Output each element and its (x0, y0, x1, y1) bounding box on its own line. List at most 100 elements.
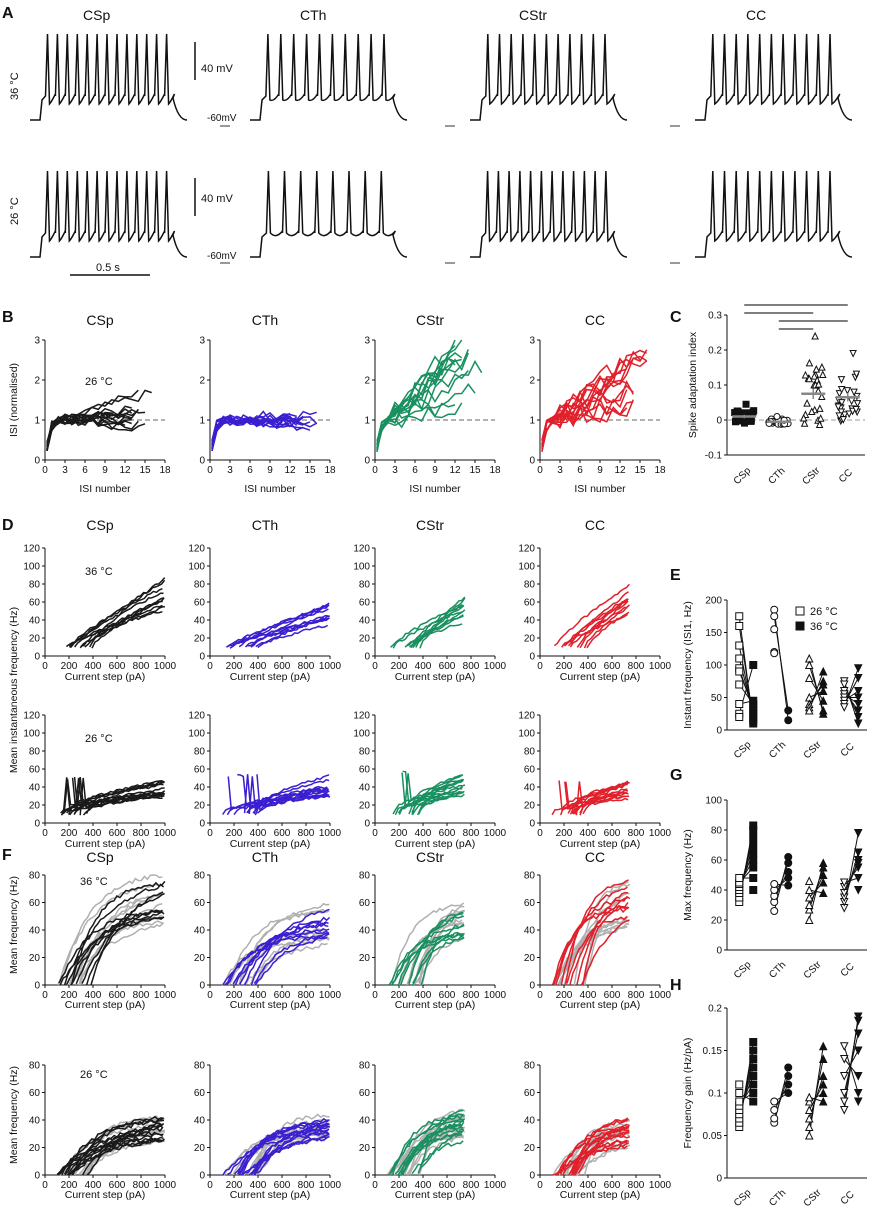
g-plot-xtick-label: CStr (802, 959, 824, 981)
curve-csp (61, 1115, 165, 1176)
f-36-cth-xtick-label: 400 (250, 990, 267, 1001)
curve-cc (582, 789, 629, 815)
curve-cth (225, 608, 329, 648)
f-36-cc-xtick-label: 600 (604, 990, 621, 1001)
h-plot-point-36 (853, 1029, 863, 1039)
e-plot: 0 50 100 150 200 Instant frequency (ISI1, Hz)… (682, 596, 867, 761)
b-csp-xtick-label: 12 (119, 465, 131, 476)
h-plot-xtick-label: CTh (767, 1188, 788, 1209)
f-26-cstr-xtick-label: 600 (439, 1180, 456, 1191)
d-36-cc: 0 20 40 60 80 100 120 0 200 400 600 800 1000 CC Curren… (518, 517, 671, 683)
b-series-line (46, 389, 139, 450)
c-point (834, 403, 843, 412)
curve-cc (568, 1126, 630, 1176)
g-plot-pair-line (808, 867, 824, 910)
curve-csp (67, 780, 165, 815)
h-plot-point-36 (853, 1012, 863, 1022)
d-36-csp-xtick-label: 1000 (154, 661, 177, 672)
f-36-csp-xtick-label: 400 (85, 990, 102, 1001)
d-36-cstr-ytick-label: 20 (359, 634, 371, 645)
d-26-cstr-xtick-label: 0 (372, 828, 378, 839)
curve-csp (63, 883, 165, 986)
c-point (814, 380, 823, 388)
h-plot-point-26 (735, 1089, 744, 1097)
curve-csp (91, 597, 165, 649)
g-plot-point-36 (749, 821, 758, 830)
g-plot-point-36 (749, 886, 758, 894)
d-26-cth-xtick-label: 800 (298, 828, 315, 839)
e-legend-26: 26 °C (810, 606, 838, 618)
c-point (818, 370, 827, 378)
b-xlabel: ISI number (574, 483, 626, 495)
b-xlabel: ISI number (244, 483, 296, 495)
g-plot-point-36 (818, 858, 828, 867)
e-plot-point-36 (818, 696, 828, 705)
b-csp-xtick-label: 6 (82, 465, 88, 476)
a-scale-text-26: 40 mV (201, 193, 233, 205)
h-plot-point-36 (818, 1096, 828, 1106)
d-26-cth-ytick-label: 80 (194, 747, 206, 758)
d-26-cstr-ytick-label: 120 (353, 711, 370, 722)
h-plot-point-26 (804, 1113, 814, 1123)
d-36-cc-ytick-label: 0 (529, 652, 535, 663)
h-plot-point-36 (749, 1063, 758, 1072)
f-xlabel: Current step (pA) (395, 999, 476, 1011)
f-temp-26: 26 °C (80, 1069, 108, 1081)
trace-36-csp (30, 33, 188, 121)
d-36-cc-ytick-label: 60 (524, 598, 536, 609)
c-point (850, 388, 858, 397)
f-xlabel: Current step (pA) (230, 1189, 311, 1201)
d-xlabel: Current step (pA) (395, 838, 476, 850)
h-plot-point-36 (784, 1063, 793, 1072)
d-xlabel: Current step (pA) (230, 671, 311, 683)
curve-csp (58, 909, 165, 984)
curve-cth (253, 933, 330, 984)
d-26-csp-xtick-label: 800 (133, 828, 150, 839)
b-cc-xtick-label: 3 (557, 465, 563, 476)
b-series-line (376, 352, 463, 452)
e-plot-point-26 (839, 703, 849, 712)
d-36-csp-ytick-label: 20 (29, 634, 41, 645)
d-26-cc-xtick-label: 400 (580, 828, 597, 839)
c-point (734, 407, 742, 415)
g-plot-point-26 (804, 900, 814, 909)
g-plot-point-26 (804, 915, 814, 924)
f-36-cstr-ytick-label: 20 (359, 953, 371, 964)
d-xlabel: Current step (pA) (560, 838, 641, 850)
f-26-cc-xtick-label: 800 (628, 1180, 645, 1191)
h-plot-point-26 (804, 1122, 814, 1131)
a-rest-label-36: -60mV (207, 113, 237, 124)
d-26-csp-xtick-label: 400 (85, 828, 102, 839)
curve-cstr (419, 597, 466, 649)
d-36-cstr-xtick-label: 400 (415, 661, 432, 672)
d-ylabel: Mean instantaneous frequency (Hz) (8, 607, 20, 773)
curve-cth (227, 776, 328, 812)
c-ylabel: Spike adaptation index (687, 331, 699, 438)
e-plot-ylabel: Instant frequency (ISI1, Hz) (682, 601, 694, 729)
f-36-cc-xtick-label: 1000 (649, 990, 672, 1001)
f-26-cstr-ytick-label: 80 (359, 1061, 371, 1072)
h-plot-point-36 (749, 1080, 758, 1089)
b-cc-xtick-label: 15 (634, 465, 646, 476)
d-36-cc-ytick-label: 120 (518, 544, 535, 555)
e-plot-point-26 (804, 673, 814, 682)
curve-cstr (409, 1134, 464, 1174)
g-plot-point-36 (818, 862, 828, 872)
d-26-cc-ytick-label: 120 (518, 711, 535, 722)
c-plot-ytick-label: 0.1 (708, 381, 722, 392)
f-36-cc-xtick-label: 200 (556, 990, 573, 1001)
h-plot-ylabel: Frequency gain (Hz/pA) (682, 1038, 694, 1149)
f-26-cstr-xtick-label: 200 (391, 1180, 408, 1191)
f-36-cc-xtick-label: 0 (537, 990, 543, 1001)
b-cc-xtick-label: 6 (577, 465, 583, 476)
trace-26-csp (30, 170, 188, 258)
h-plot-point-26 (735, 1097, 744, 1106)
e-plot-ytick-label: 50 (711, 693, 723, 704)
b-cc-xtick-label: 0 (537, 465, 543, 476)
f-26-cstr-ytick-label: 20 (359, 1143, 371, 1154)
curve-csp (71, 1138, 163, 1176)
b-cth-xtick-label: 3 (227, 465, 233, 476)
